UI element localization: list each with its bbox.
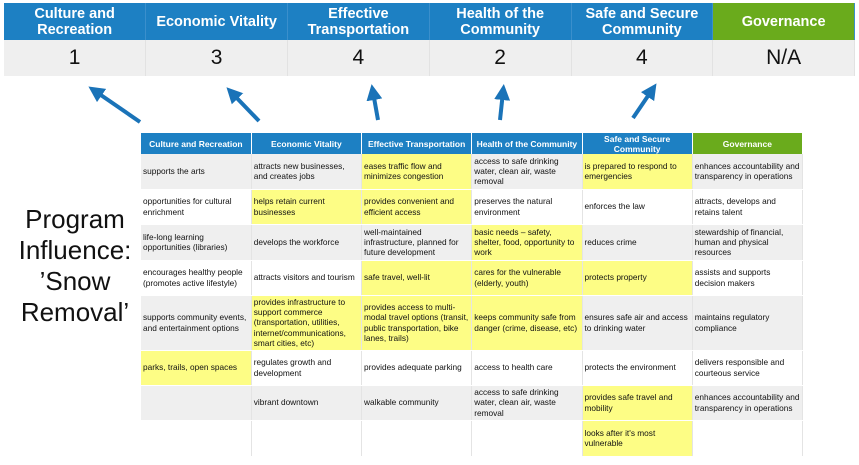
matrix-cell: life-long learning opportunities (librar… xyxy=(141,224,252,261)
matrix-cell: supports the arts xyxy=(141,154,252,190)
influence-matrix: Culture and Recreation Economic Vitality E… xyxy=(141,133,804,457)
matrix-cell: is prepared to respond to emergencies xyxy=(582,154,693,190)
matrix-header: Safe and Secure Community xyxy=(582,133,693,154)
matrix-cell xyxy=(251,420,363,457)
summary-header: Governance xyxy=(712,3,855,40)
matrix-cell: access to safe drinking water, clean air… xyxy=(471,385,583,421)
matrix-cell: enhances accountability and transparency… xyxy=(692,154,804,190)
summary-score: N/A xyxy=(712,40,855,76)
summary-score: 2 xyxy=(429,40,572,76)
matrix-cell: maintains regulatory compliance xyxy=(692,295,804,351)
matrix-header: Health of the Community xyxy=(471,133,583,154)
table-row: supports the arts attracts new businesses… xyxy=(141,154,804,190)
program-influence-label: Program Influence: ’Snow Removal’ xyxy=(18,204,132,327)
matrix-cell xyxy=(141,385,252,421)
matrix-cell xyxy=(141,420,252,457)
matrix-cell: vibrant downtown xyxy=(251,385,363,421)
matrix-cell: helps retain current businesses xyxy=(251,189,363,225)
summary-score: 4 xyxy=(571,40,714,76)
matrix-cell: cares for the vulnerable (elderly, youth… xyxy=(471,260,583,296)
matrix-cell: stewardship of financial, human and phys… xyxy=(692,224,804,261)
matrix-cell: enforces the law xyxy=(582,189,693,225)
table-row: encourages healthy people (promotes acti… xyxy=(141,260,804,296)
summary-score: 4 xyxy=(287,40,430,76)
matrix-cell: enhances accountability and transparency… xyxy=(692,385,804,421)
matrix-cell xyxy=(361,420,473,457)
matrix-header: Economic Vitality xyxy=(251,133,363,154)
matrix-cell: well-maintained infrastructure, planned … xyxy=(361,224,473,261)
matrix-cell xyxy=(692,420,804,457)
matrix-cell: regulates growth and development xyxy=(251,350,363,386)
matrix-cell: basic needs – safety, shelter, food, opp… xyxy=(471,224,583,261)
matrix-cell: opportunities for cultural enrichment xyxy=(141,189,252,225)
matrix-cell: provides safe travel and mobility xyxy=(582,385,693,421)
matrix-cell: access to health care xyxy=(471,350,583,386)
matrix-cell: attracts visitors and tourism xyxy=(251,260,363,296)
matrix-cell: eases traffic flow and minimizes congest… xyxy=(361,154,473,190)
table-row: parks, trails, open spaces regulates grow… xyxy=(141,350,804,386)
matrix-header: Culture and Recreation xyxy=(141,133,252,154)
table-row: life-long learning opportunities (librar… xyxy=(141,224,804,261)
summary-header: Effective Transportation xyxy=(287,3,430,40)
summary-score: 1 xyxy=(4,40,147,76)
matrix-cell: protects property xyxy=(582,260,693,296)
summary-header: Culture and Recreation xyxy=(4,3,147,40)
matrix-cell: safe travel, well-lit xyxy=(361,260,473,296)
matrix-cell: encourages healthy people (promotes acti… xyxy=(141,260,252,296)
matrix-cell: keeps community safe from danger (crime,… xyxy=(471,295,583,351)
table-row: looks after it's most vulnerable xyxy=(141,420,804,457)
arrow-icon xyxy=(366,84,383,121)
matrix-cell: parks, trails, open spaces xyxy=(141,350,252,386)
matrix-cell xyxy=(471,420,583,457)
arrow-icon xyxy=(631,83,657,120)
table-row: opportunities for cultural enrichment hel… xyxy=(141,189,804,225)
matrix-cell: provides access to multi-modal travel op… xyxy=(361,295,473,351)
matrix-cell: walkable community xyxy=(361,385,473,421)
arrow-icon xyxy=(226,87,261,123)
matrix-cell: supports community events, and entertain… xyxy=(141,295,252,351)
matrix-cell: develops the workforce xyxy=(251,224,363,261)
matrix-cell: protects the environment xyxy=(582,350,693,386)
matrix-cell: delivers responsible and courteous servi… xyxy=(692,350,804,386)
summary-header: Safe and Secure Community xyxy=(571,3,714,40)
summary-table: Culture and Recreation Economic Vitality E… xyxy=(4,3,855,76)
arrow-icon xyxy=(494,84,511,121)
table-row: vibrant downtown walkable community access… xyxy=(141,385,804,421)
matrix-cell: looks after it's most vulnerable xyxy=(582,420,693,457)
matrix-cell: assists and supports decision makers xyxy=(692,260,804,296)
matrix-cell: attracts new businesses, and creates job… xyxy=(251,154,363,190)
summary-score: 3 xyxy=(145,40,288,76)
matrix-cell: provides convenient and efficient access xyxy=(361,189,473,225)
matrix-cell: provides adequate parking xyxy=(361,350,473,386)
arrow-icon xyxy=(88,86,142,124)
summary-header: Economic Vitality xyxy=(145,3,288,40)
summary-header: Health of the Community xyxy=(429,3,572,40)
matrix-cell: access to safe drinking water, clean air… xyxy=(471,154,583,190)
matrix-cell: ensures safe air and access to drinking … xyxy=(582,295,693,351)
matrix-header: Governance xyxy=(692,133,804,154)
matrix-cell: reduces crime xyxy=(582,224,693,261)
matrix-cell: attracts, develops and retains talent xyxy=(692,189,804,225)
table-row: supports community events, and entertain… xyxy=(141,295,804,351)
matrix-header: Effective Transportation xyxy=(361,133,473,154)
matrix-cell: preserves the natural environment xyxy=(471,189,583,225)
matrix-cell: provides infrastructure to support comme… xyxy=(251,295,363,351)
